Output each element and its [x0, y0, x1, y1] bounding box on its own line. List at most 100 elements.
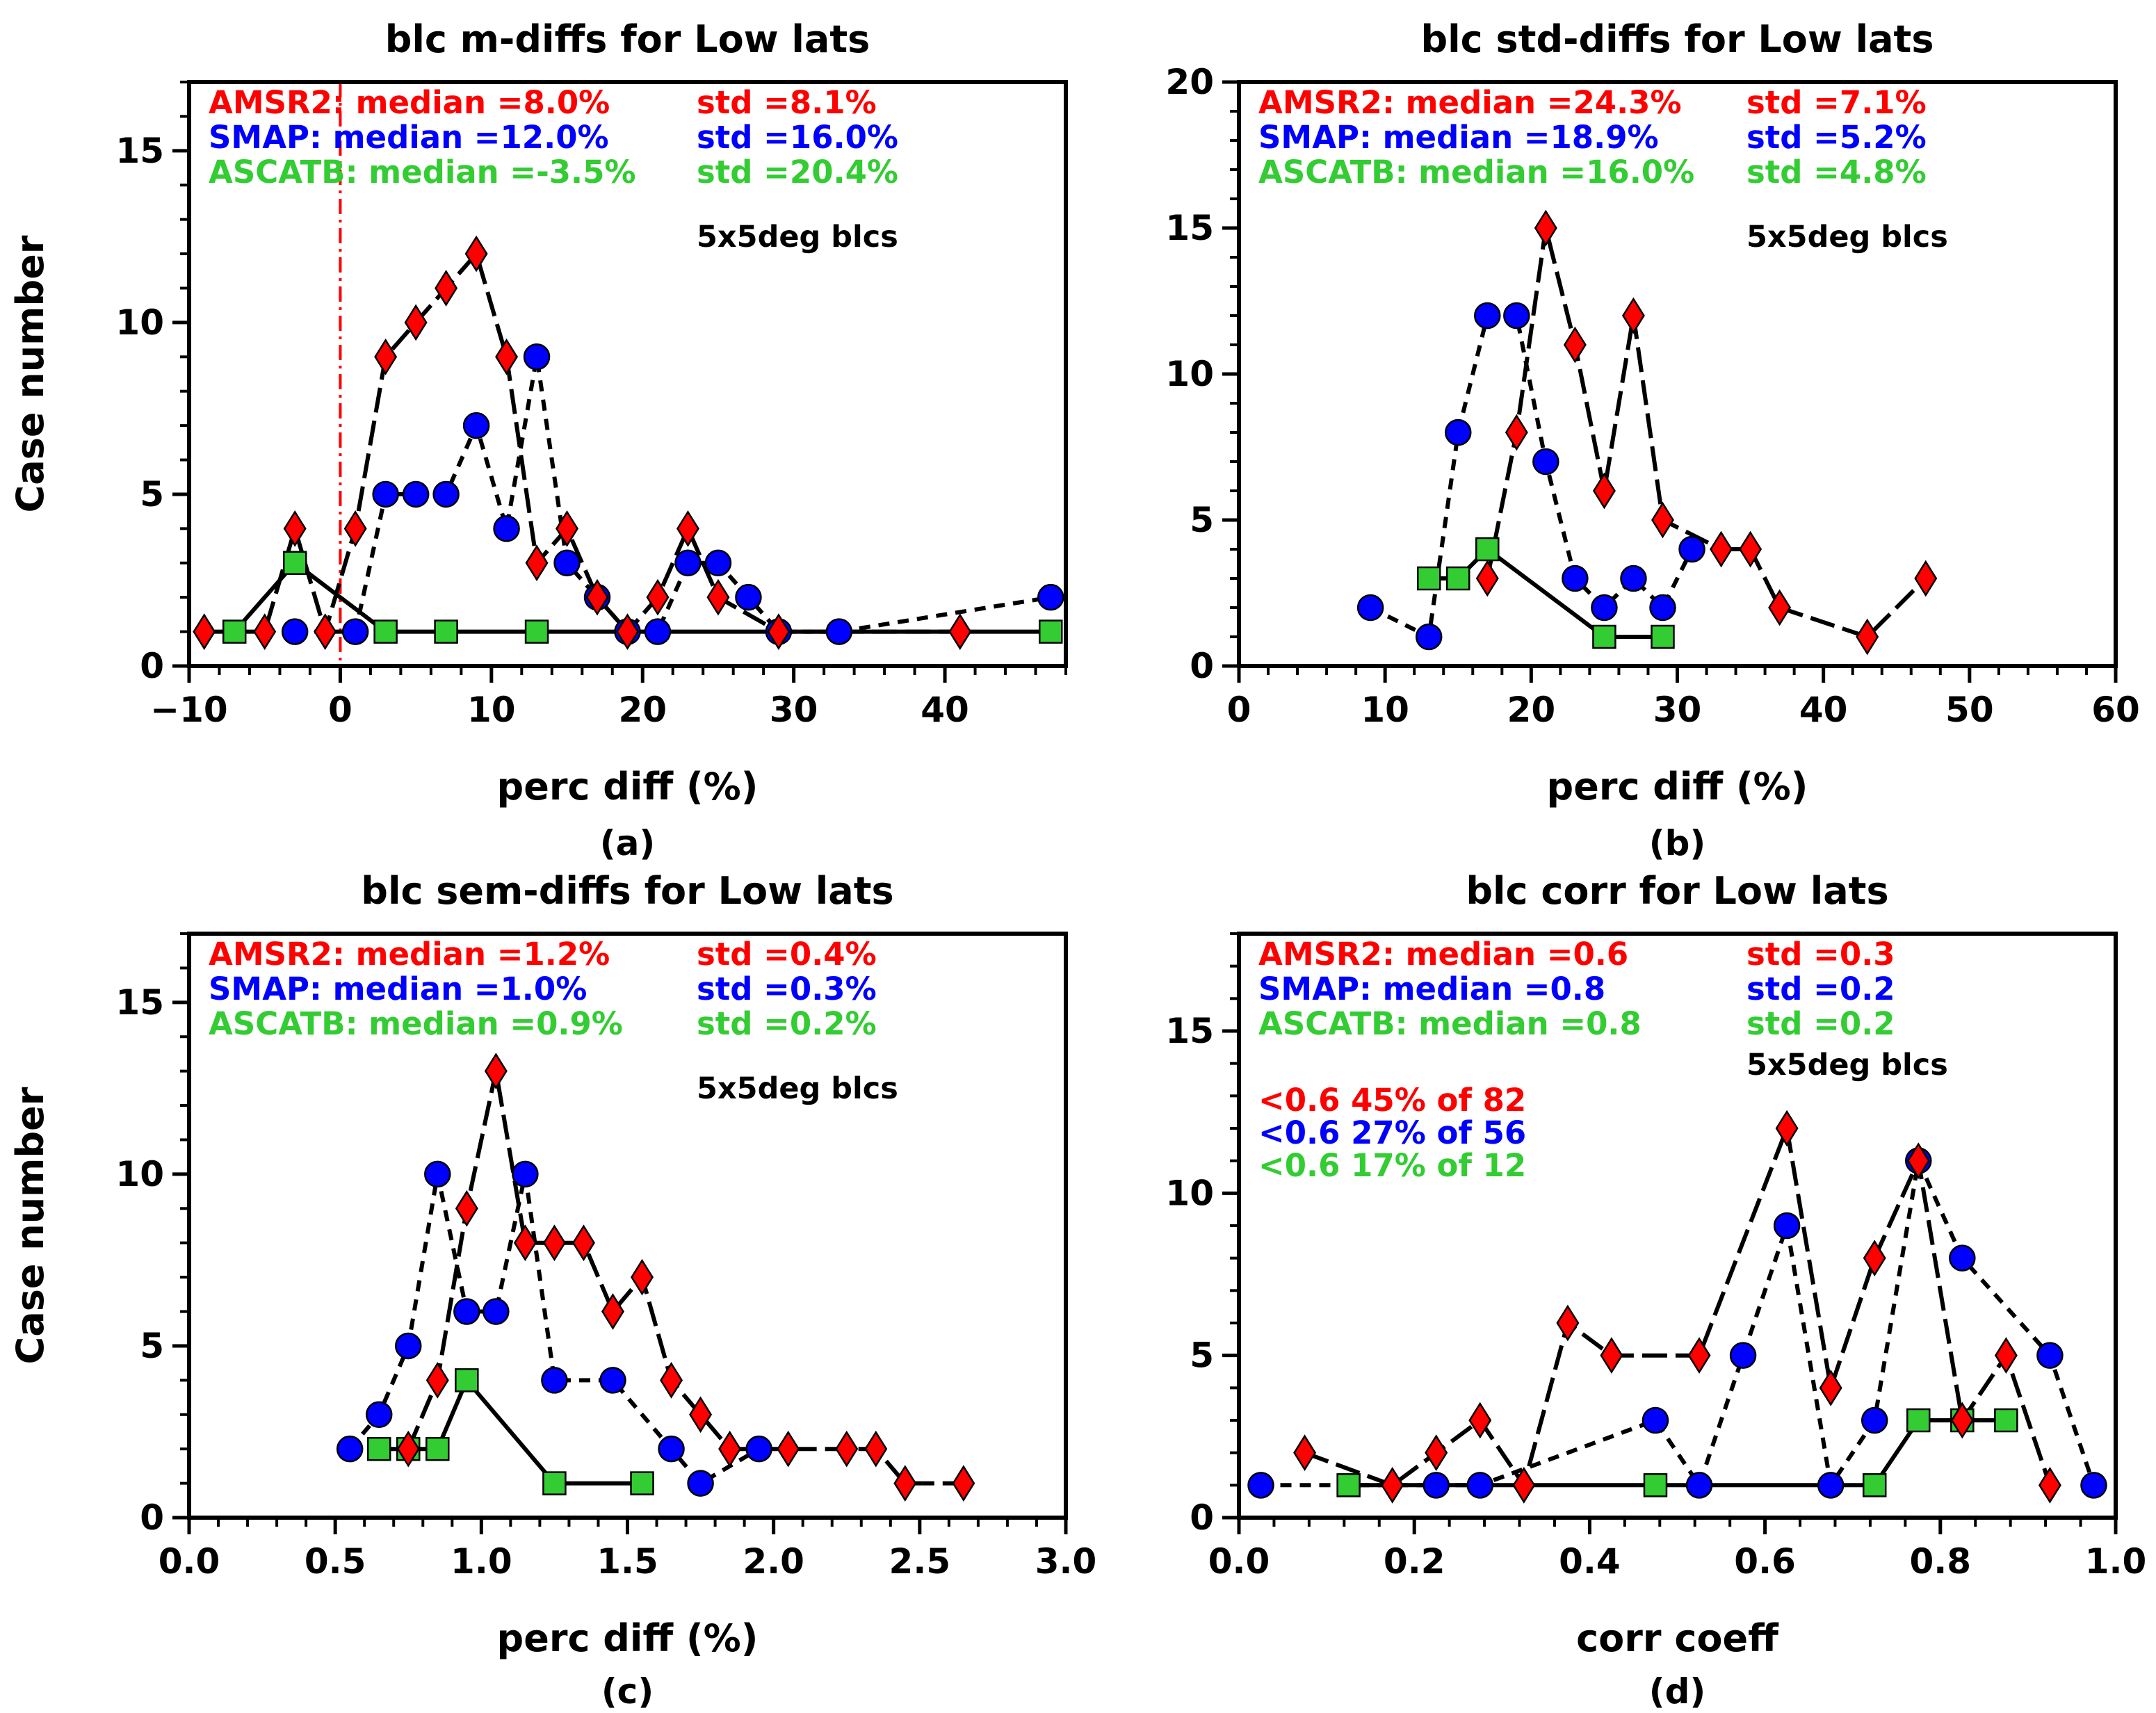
data-point-amsr2 [1556, 1304, 1580, 1342]
y-tick-label: 15 [1165, 208, 1214, 248]
y-axis-label: Case number [8, 235, 52, 512]
legend-median-ascatb: ASCATB: median =16.0% [1258, 154, 1694, 190]
data-point-amsr2 [435, 270, 458, 307]
data-point-smap [704, 549, 732, 577]
data-point-smap [402, 480, 430, 508]
data-point-smap [1423, 1472, 1450, 1499]
legend-std-smap: std =5.2% [1746, 119, 1927, 156]
data-point-amsr2 [1768, 589, 1792, 626]
x-tick-label: 0.0 [1208, 1541, 1270, 1582]
data-point-smap [1503, 302, 1530, 330]
data-point-smap [1773, 1212, 1801, 1240]
legend-median-smap: SMAP: median =12.0% [209, 119, 609, 156]
data-point-smap [424, 1160, 451, 1188]
legend-median-amsr2: AMSR2: median =0.6 [1258, 936, 1628, 973]
data-point-smap [745, 1435, 772, 1463]
data-point-smap [1356, 594, 1384, 622]
data-point-ascatb [282, 551, 307, 576]
x-tick-label: 1.0 [2085, 1541, 2147, 1582]
data-point-amsr2 [1592, 472, 1616, 510]
data-point-smap [1685, 1472, 1713, 1499]
y-tick-label: 5 [1190, 500, 1214, 540]
y-tick-label: 5 [1190, 1336, 1214, 1376]
resolution-note: 5x5deg blcs [1746, 1048, 1948, 1082]
data-point-smap [1562, 565, 1589, 592]
resolution-note: 5x5deg blcs [1746, 220, 1948, 254]
series-line-ascatb [1429, 547, 1663, 639]
data-point-amsr2 [1710, 530, 1733, 568]
legend-median-amsr2: AMSR2: median =1.2% [209, 936, 610, 973]
data-point-smap [1649, 594, 1676, 622]
data-point-smap [395, 1332, 422, 1360]
data-point-smap [341, 618, 369, 645]
data-point-amsr2 [1381, 1466, 1404, 1504]
data-point-ascatb [1592, 624, 1616, 649]
data-point-ascatb [366, 1436, 391, 1461]
data-point-smap [1466, 1472, 1494, 1499]
data-point-amsr2 [1687, 1337, 1711, 1374]
legend-median-amsr2: AMSR2: median =8.0% [209, 84, 610, 121]
data-point-amsr2 [1512, 1466, 1536, 1504]
data-point-smap [512, 1160, 539, 1188]
x-tick-label: 20 [1507, 690, 1556, 730]
data-point-amsr2 [404, 304, 428, 341]
data-point-amsr2 [1534, 209, 1557, 247]
panel-a: blc m-diffs for Low lats perc diff (%) (a)… [8, 17, 1068, 863]
y-tick-label: 20 [1165, 62, 1214, 102]
y-tick-label: 0 [1190, 1497, 1214, 1538]
data-point-smap [372, 480, 399, 508]
x-tick-label: 40 [1799, 690, 1848, 730]
data-point-amsr2 [1600, 1337, 1623, 1374]
fraction-note-smap: <0.6 27% of 56 [1258, 1114, 1526, 1151]
data-point-amsr2 [660, 1361, 683, 1399]
plot-frame [1237, 80, 2118, 668]
x-tick-label: 0 [328, 690, 352, 730]
data-point-amsr2 [706, 578, 730, 616]
data-point-smap [687, 1470, 714, 1497]
data-point-smap [2036, 1342, 2064, 1369]
data-point-ascatb [222, 619, 247, 644]
data-point-amsr2 [283, 510, 307, 547]
legend-median-ascatb: ASCATB: median =-3.5% [209, 154, 636, 190]
data-point-ascatb [1446, 566, 1470, 591]
y-tick-label: 10 [115, 1154, 164, 1194]
data-point-amsr2 [689, 1396, 713, 1434]
data-point-smap [523, 343, 551, 371]
data-point-ascatb [630, 1471, 654, 1495]
panel-b: blc std-diffs for Low lats perc diff (%) (… [1165, 17, 2139, 863]
x-tick-label: 0.6 [1734, 1541, 1796, 1582]
data-point-amsr2 [396, 1430, 420, 1468]
data-point-amsr2 [1856, 618, 1879, 656]
legend-std-smap: std =0.2 [1746, 971, 1895, 1007]
panel-caption: (a) [600, 823, 655, 863]
data-point-amsr2 [1505, 414, 1528, 451]
legend-median-ascatb: ASCATB: median =0.9% [209, 1005, 623, 1042]
data-point-smap [365, 1401, 393, 1429]
data-point-smap [674, 549, 702, 577]
data-point-amsr2 [601, 1293, 624, 1330]
x-tick-label: 10 [1361, 690, 1409, 730]
data-point-smap [1037, 583, 1064, 611]
data-point-amsr2 [1819, 1369, 1842, 1406]
data-point-amsr2 [893, 1465, 917, 1502]
resolution-note: 5x5deg blcs [697, 1071, 898, 1106]
legend-median-ascatb: ASCATB: median =0.8 [1258, 1005, 1642, 1042]
data-point-ascatb [373, 619, 398, 644]
x-tick-label: 2.0 [743, 1541, 804, 1582]
legend-median-smap: SMAP: median =0.8 [1258, 971, 1605, 1007]
x-tick-label: 1.0 [451, 1541, 512, 1582]
x-tick-label: 0.4 [1559, 1541, 1621, 1582]
data-point-amsr2 [1739, 530, 1762, 568]
data-point-amsr2 [1950, 1402, 1974, 1439]
data-point-ascatb [1336, 1473, 1361, 1497]
legend-std-ascatb: std =20.4% [697, 154, 898, 190]
data-point-amsr2 [1775, 1110, 1799, 1147]
data-point-amsr2 [343, 510, 367, 547]
resolution-note: 5x5deg blcs [697, 220, 898, 254]
data-point-smap [658, 1435, 685, 1463]
legend-std-amsr2: std =8.1% [697, 84, 877, 121]
legend-median-smap: SMAP: median =18.9% [1258, 119, 1659, 156]
data-point-amsr2 [646, 578, 670, 616]
data-point-smap [1415, 623, 1443, 651]
